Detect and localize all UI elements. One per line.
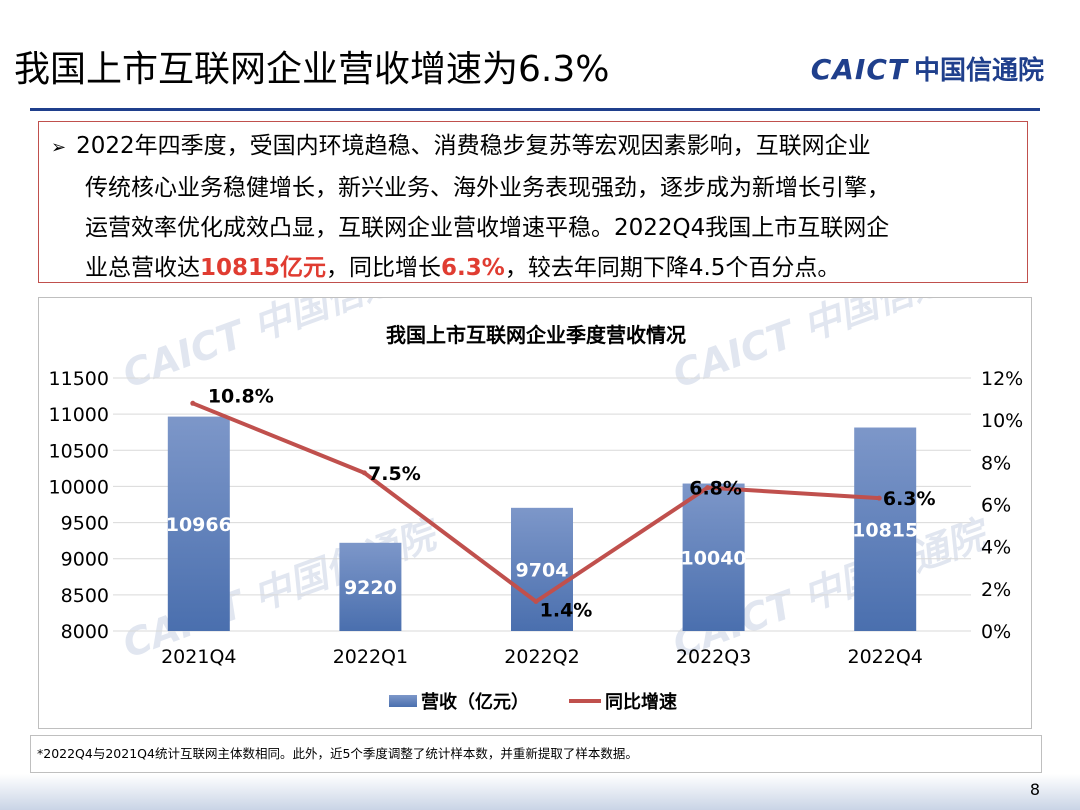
bar-value-label: 10040	[681, 547, 747, 569]
highlight-revenue: 10815亿元	[200, 255, 327, 281]
line-value-label: 1.4%	[540, 599, 593, 621]
logo-en: CAICT	[810, 53, 908, 86]
category-label: 2022Q2	[504, 646, 579, 668]
right-tick-label: 0%	[981, 621, 1011, 643]
logo-cn: 中国信通院	[913, 56, 1044, 86]
footnote: *2022Q4与2021Q4统计互联网主体数相同。此外，近5个季度调整了统计样本…	[30, 735, 1042, 773]
legend: 营收（亿元） 同比增速	[389, 691, 677, 713]
svg-text:CAICT 中国信通院: CAICT 中国信通院	[667, 298, 996, 396]
summary-line-1: 2022年四季度，受国内环境趋稳、消费稳步复苏等宏观因素影响，互联网企业	[76, 133, 871, 159]
right-tick-label: 2%	[981, 579, 1011, 601]
bar	[682, 483, 745, 631]
bar-value-label: 9704	[516, 559, 569, 581]
page-number: 8	[1029, 780, 1040, 799]
category-label: 2021Q4	[161, 646, 236, 668]
left-tick-label: 11500	[49, 368, 109, 390]
line-point	[533, 598, 539, 604]
bar-series	[167, 416, 917, 631]
bar-value-label: 10815	[852, 519, 918, 541]
bar	[854, 427, 917, 631]
summary-line-4-pre: 业总营收达	[85, 255, 200, 281]
bar	[339, 542, 402, 631]
summary-line-4-mid: ，同比增长	[326, 255, 442, 281]
line-point	[876, 495, 882, 501]
line-value-label: 10.8%	[208, 385, 274, 407]
left-tick-label: 9000	[61, 549, 109, 571]
category-labels: 2021Q4 2022Q1 2022Q2 2022Q3 2022Q4	[161, 646, 923, 668]
left-tick-label: 8000	[61, 621, 109, 643]
chart-panel: CAICT 中国信通院 CAICT 中国信通院 CAICT 中国信通院 CAIC…	[38, 297, 1032, 729]
summary-line-3: 运营效率优化成效凸显，互联网企业营收增速平稳。2022Q4我国上市互联网企	[85, 215, 890, 241]
svg-text:CAICT 中国信通院: CAICT 中国信通院	[117, 298, 446, 396]
line-point	[361, 470, 367, 476]
revenue-chart: CAICT 中国信通院 CAICT 中国信通院 CAICT 中国信通院 CAIC…	[49, 298, 1024, 713]
legend-line-label: 同比增速	[605, 691, 677, 713]
right-tick-label: 8%	[981, 452, 1011, 474]
category-label: 2022Q3	[676, 646, 751, 668]
line-labels: 10.8% 7.5% 1.4% 6.8% 6.3%	[208, 385, 936, 621]
line-series	[190, 400, 882, 604]
summary-box: ➢ 2022年四季度，受国内环境趋稳、消费稳步复苏等宏观因素影响，互联网企业 传统…	[38, 121, 1028, 283]
line-point	[190, 400, 196, 406]
bar	[167, 416, 230, 631]
right-tick-label: 6%	[981, 495, 1011, 517]
summary-line-4: 业总营收达10815亿元，同比增长6.3%，较去年同期下降4.5个百分点。	[51, 248, 1019, 288]
legend-bar-swatch	[389, 695, 417, 707]
left-tick-label: 9500	[61, 513, 109, 535]
line-value-label: 6.8%	[689, 478, 742, 500]
right-tick-label: 10%	[981, 410, 1023, 432]
left-tick-label: 8500	[61, 585, 109, 607]
category-label: 2022Q1	[333, 646, 408, 668]
left-tick-label: 11000	[49, 404, 109, 426]
left-tick-label: 10500	[49, 440, 109, 462]
line-value-label: 6.3%	[883, 488, 936, 510]
arrow-bullet-icon: ➢	[51, 137, 67, 158]
bottom-band	[0, 774, 1080, 810]
summary-line-4-post: ，较去年同期下降4.5个百分点。	[504, 255, 841, 281]
legend-bar-label: 营收（亿元）	[421, 691, 529, 713]
line-point	[705, 485, 711, 491]
page-title: 我国上市互联网企业营收增速为6.3%	[14, 49, 610, 90]
summary-line-2: 传统核心业务稳健增长，新兴业务、海外业务表现强劲，逐步成为新增长引擎，	[85, 175, 890, 201]
line-value-label: 7.5%	[368, 463, 421, 485]
bar-value-label: 10966	[166, 514, 232, 536]
caict-logo: CAICT 中国信通院	[811, 50, 1044, 87]
title-divider	[30, 108, 1040, 111]
bar-value-label: 9220	[344, 577, 397, 599]
highlight-growth: 6.3%	[441, 255, 505, 281]
left-tick-label: 10000	[49, 476, 109, 498]
category-label: 2022Q4	[847, 646, 922, 668]
left-axis-ticks: 8000 8500 9000 9500 10000 10500 11000 11500	[49, 368, 109, 643]
bar-labels: 10966 9220 9704 10040 10815	[166, 514, 919, 599]
right-axis-ticks: 0% 2% 4% 6% 8% 10% 12%	[981, 368, 1023, 643]
right-tick-label: 12%	[981, 368, 1023, 390]
right-tick-label: 4%	[981, 537, 1011, 559]
bar	[511, 507, 573, 631]
chart-title: 我国上市互联网企业季度营收情况	[386, 323, 686, 347]
summary-text: ➢ 2022年四季度，受国内环境趋稳、消费稳步复苏等宏观因素影响，互联网企业 传统…	[51, 126, 1019, 288]
